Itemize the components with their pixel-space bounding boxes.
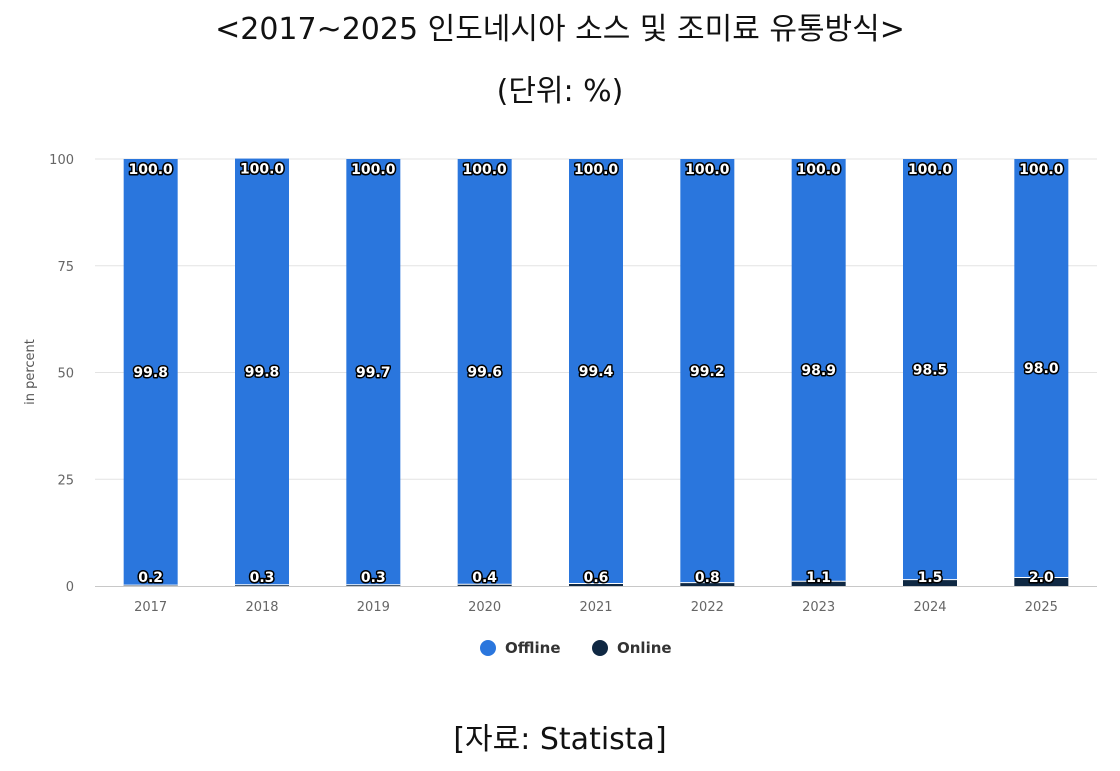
bar-offline <box>680 159 735 583</box>
offline-value-label: 99.8 <box>245 365 280 381</box>
total-label: 100.0 <box>685 162 730 178</box>
bar-offline <box>1014 159 1069 578</box>
legend-marker-offline <box>480 640 496 656</box>
offline-value-label: 99.8 <box>133 365 168 381</box>
total-label: 100.0 <box>574 162 619 178</box>
online-value-label: 0.2 <box>138 570 163 586</box>
bar-offline <box>123 159 178 586</box>
online-value-label: 2.0 <box>1029 570 1054 586</box>
bar-online <box>235 584 289 586</box>
bar-online <box>680 582 735 586</box>
y-tick-label: 0 <box>66 580 74 595</box>
offline-value-label: 98.9 <box>801 363 836 379</box>
chart-title: <2017~2025 인도네시아 소스 및 조미료 유통방식> <box>215 12 905 47</box>
offline-value-label: 98.5 <box>913 362 948 378</box>
y-tick-label: 50 <box>57 367 74 382</box>
online-value-label: 0.8 <box>695 570 720 586</box>
x-tick-label: 2017 <box>134 600 167 615</box>
total-label: 100.0 <box>240 162 285 178</box>
online-value-label: 1.1 <box>806 570 831 586</box>
legend: Offline Online <box>480 639 672 657</box>
bar-offline <box>569 159 623 584</box>
bar-online <box>903 579 957 586</box>
x-tick-label: 2023 <box>802 600 835 615</box>
x-axis-ticks: 2017 2018 2019 2020 2021 2022 2023 2024 2025 <box>134 600 1058 615</box>
y-tick-label: 25 <box>57 473 74 488</box>
online-value-label: 0.3 <box>361 570 386 586</box>
x-tick-label: 2022 <box>691 600 724 615</box>
online-value-label: 0.6 <box>584 570 609 586</box>
x-tick-label: 2020 <box>468 600 501 615</box>
total-label: 100.0 <box>1019 162 1064 178</box>
y-axis-ticks: 0 25 50 75 100 <box>49 153 74 595</box>
bar-online <box>346 584 401 586</box>
y-axis-label: in percent <box>23 339 38 405</box>
data-labels: 100.0 99.8 0.2 100.0 99.8 0.3 100.0 99.7 0.3 100.… <box>127 160 1065 587</box>
offline-value-label: 99.6 <box>467 365 502 381</box>
bar-online <box>1014 577 1069 586</box>
online-value-label: 0.3 <box>250 570 275 586</box>
legend-label-online: Online <box>617 639 672 657</box>
source-note: [자료: Statista] <box>453 722 667 757</box>
total-label: 100.0 <box>908 162 953 178</box>
bar-online <box>457 584 512 586</box>
legend-marker-online <box>592 640 608 656</box>
x-tick-label: 2019 <box>357 600 390 615</box>
online-value-label: 0.4 <box>472 570 497 586</box>
offline-value-label: 99.2 <box>690 364 725 380</box>
bar-offline <box>346 159 401 585</box>
y-tick-label: 100 <box>49 153 74 168</box>
offline-value-label: 98.0 <box>1024 361 1059 377</box>
bar-offline <box>791 159 846 582</box>
total-label: 100.0 <box>463 162 508 178</box>
offline-value-label: 99.7 <box>356 365 391 381</box>
legend-label-offline: Offline <box>505 639 561 657</box>
x-tick-label: 2024 <box>913 600 946 615</box>
bar-offline <box>457 159 512 585</box>
bar-online <box>569 583 623 586</box>
total-label: 100.0 <box>351 162 396 178</box>
bar-offline <box>903 159 957 580</box>
online-value-label: 1.5 <box>918 570 943 586</box>
y-tick-label: 75 <box>57 260 74 275</box>
total-label: 100.0 <box>129 162 174 178</box>
bars <box>123 158 1069 586</box>
offline-value-label: 99.4 <box>579 364 614 380</box>
chart-subtitle: (단위: %) <box>496 74 624 109</box>
x-tick-label: 2021 <box>579 600 612 615</box>
bar-online <box>791 581 846 586</box>
x-tick-label: 2018 <box>245 600 278 615</box>
bar-offline <box>235 158 289 585</box>
total-label: 100.0 <box>797 162 842 178</box>
x-tick-label: 2025 <box>1025 600 1058 615</box>
